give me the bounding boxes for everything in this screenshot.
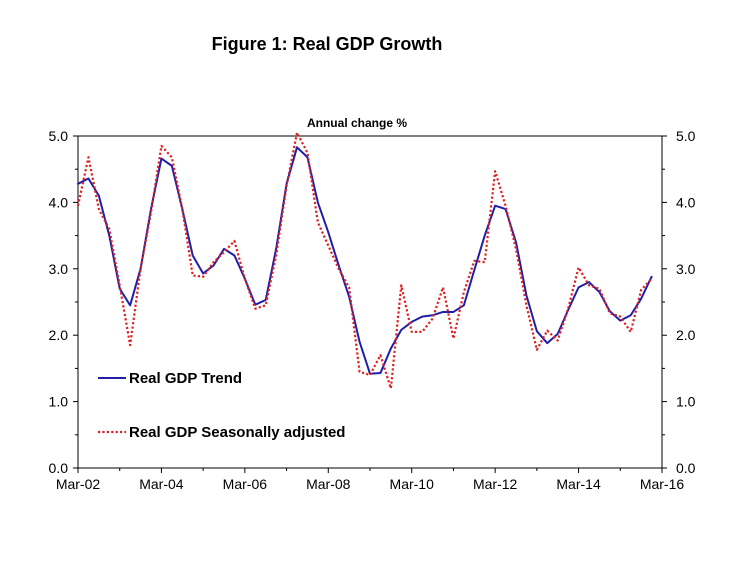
x-tick-label: Mar-14 <box>556 476 601 492</box>
x-tick-label: Mar-04 <box>139 476 184 492</box>
y-tick-label-right: 5.0 <box>676 128 696 144</box>
series-layer <box>76 131 653 390</box>
x-tick-label: Mar-12 <box>473 476 518 492</box>
plot-area-border <box>77 135 663 469</box>
real-gdp-seasonally-adjusted-line <box>76 131 653 390</box>
chart-subtitle: Annual change % <box>307 116 407 130</box>
real-gdp-trend-line <box>77 146 653 375</box>
legend-label: Real GDP Seasonally adjusted <box>129 424 345 441</box>
y-axis-right: 0.0 1.0 2.0 3.0 4.0 5.0 <box>662 128 696 476</box>
y-axis-left: 0.0 1.0 2.0 3.0 4.0 5.0 <box>49 128 78 476</box>
legend: Real GDP Trend Real GDP Seasonally adjust… <box>98 370 345 441</box>
x-tick-label: Mar-16 <box>640 476 685 492</box>
y-tick-label-left: 1.0 <box>49 394 69 410</box>
chart-title: Figure 1: Real GDP Growth <box>211 34 443 54</box>
x-axis: Mar-02 Mar-04 Mar-06 Mar-08 Mar-10 Mar-12 Mar-… <box>56 468 685 492</box>
y-tick-label-right: 4.0 <box>676 194 696 210</box>
x-tick-label: Mar-10 <box>390 476 435 492</box>
legend-label: Real GDP Trend <box>129 370 242 387</box>
x-tick-label: Mar-02 <box>56 476 101 492</box>
x-tick-label: Mar-06 <box>223 476 268 492</box>
y-tick-label-left: 4.0 <box>49 194 69 210</box>
x-tick-label: Mar-08 <box>306 476 351 492</box>
y-tick-label-right: 1.0 <box>676 394 696 410</box>
y-tick-label-left: 0.0 <box>49 460 69 476</box>
y-tick-label-right: 0.0 <box>676 460 696 476</box>
y-tick-label-right: 2.0 <box>676 327 696 343</box>
y-tick-label-right: 3.0 <box>676 261 696 277</box>
y-tick-label-left: 5.0 <box>49 128 69 144</box>
y-tick-label-left: 3.0 <box>49 261 69 277</box>
y-tick-label-left: 2.0 <box>49 327 69 343</box>
